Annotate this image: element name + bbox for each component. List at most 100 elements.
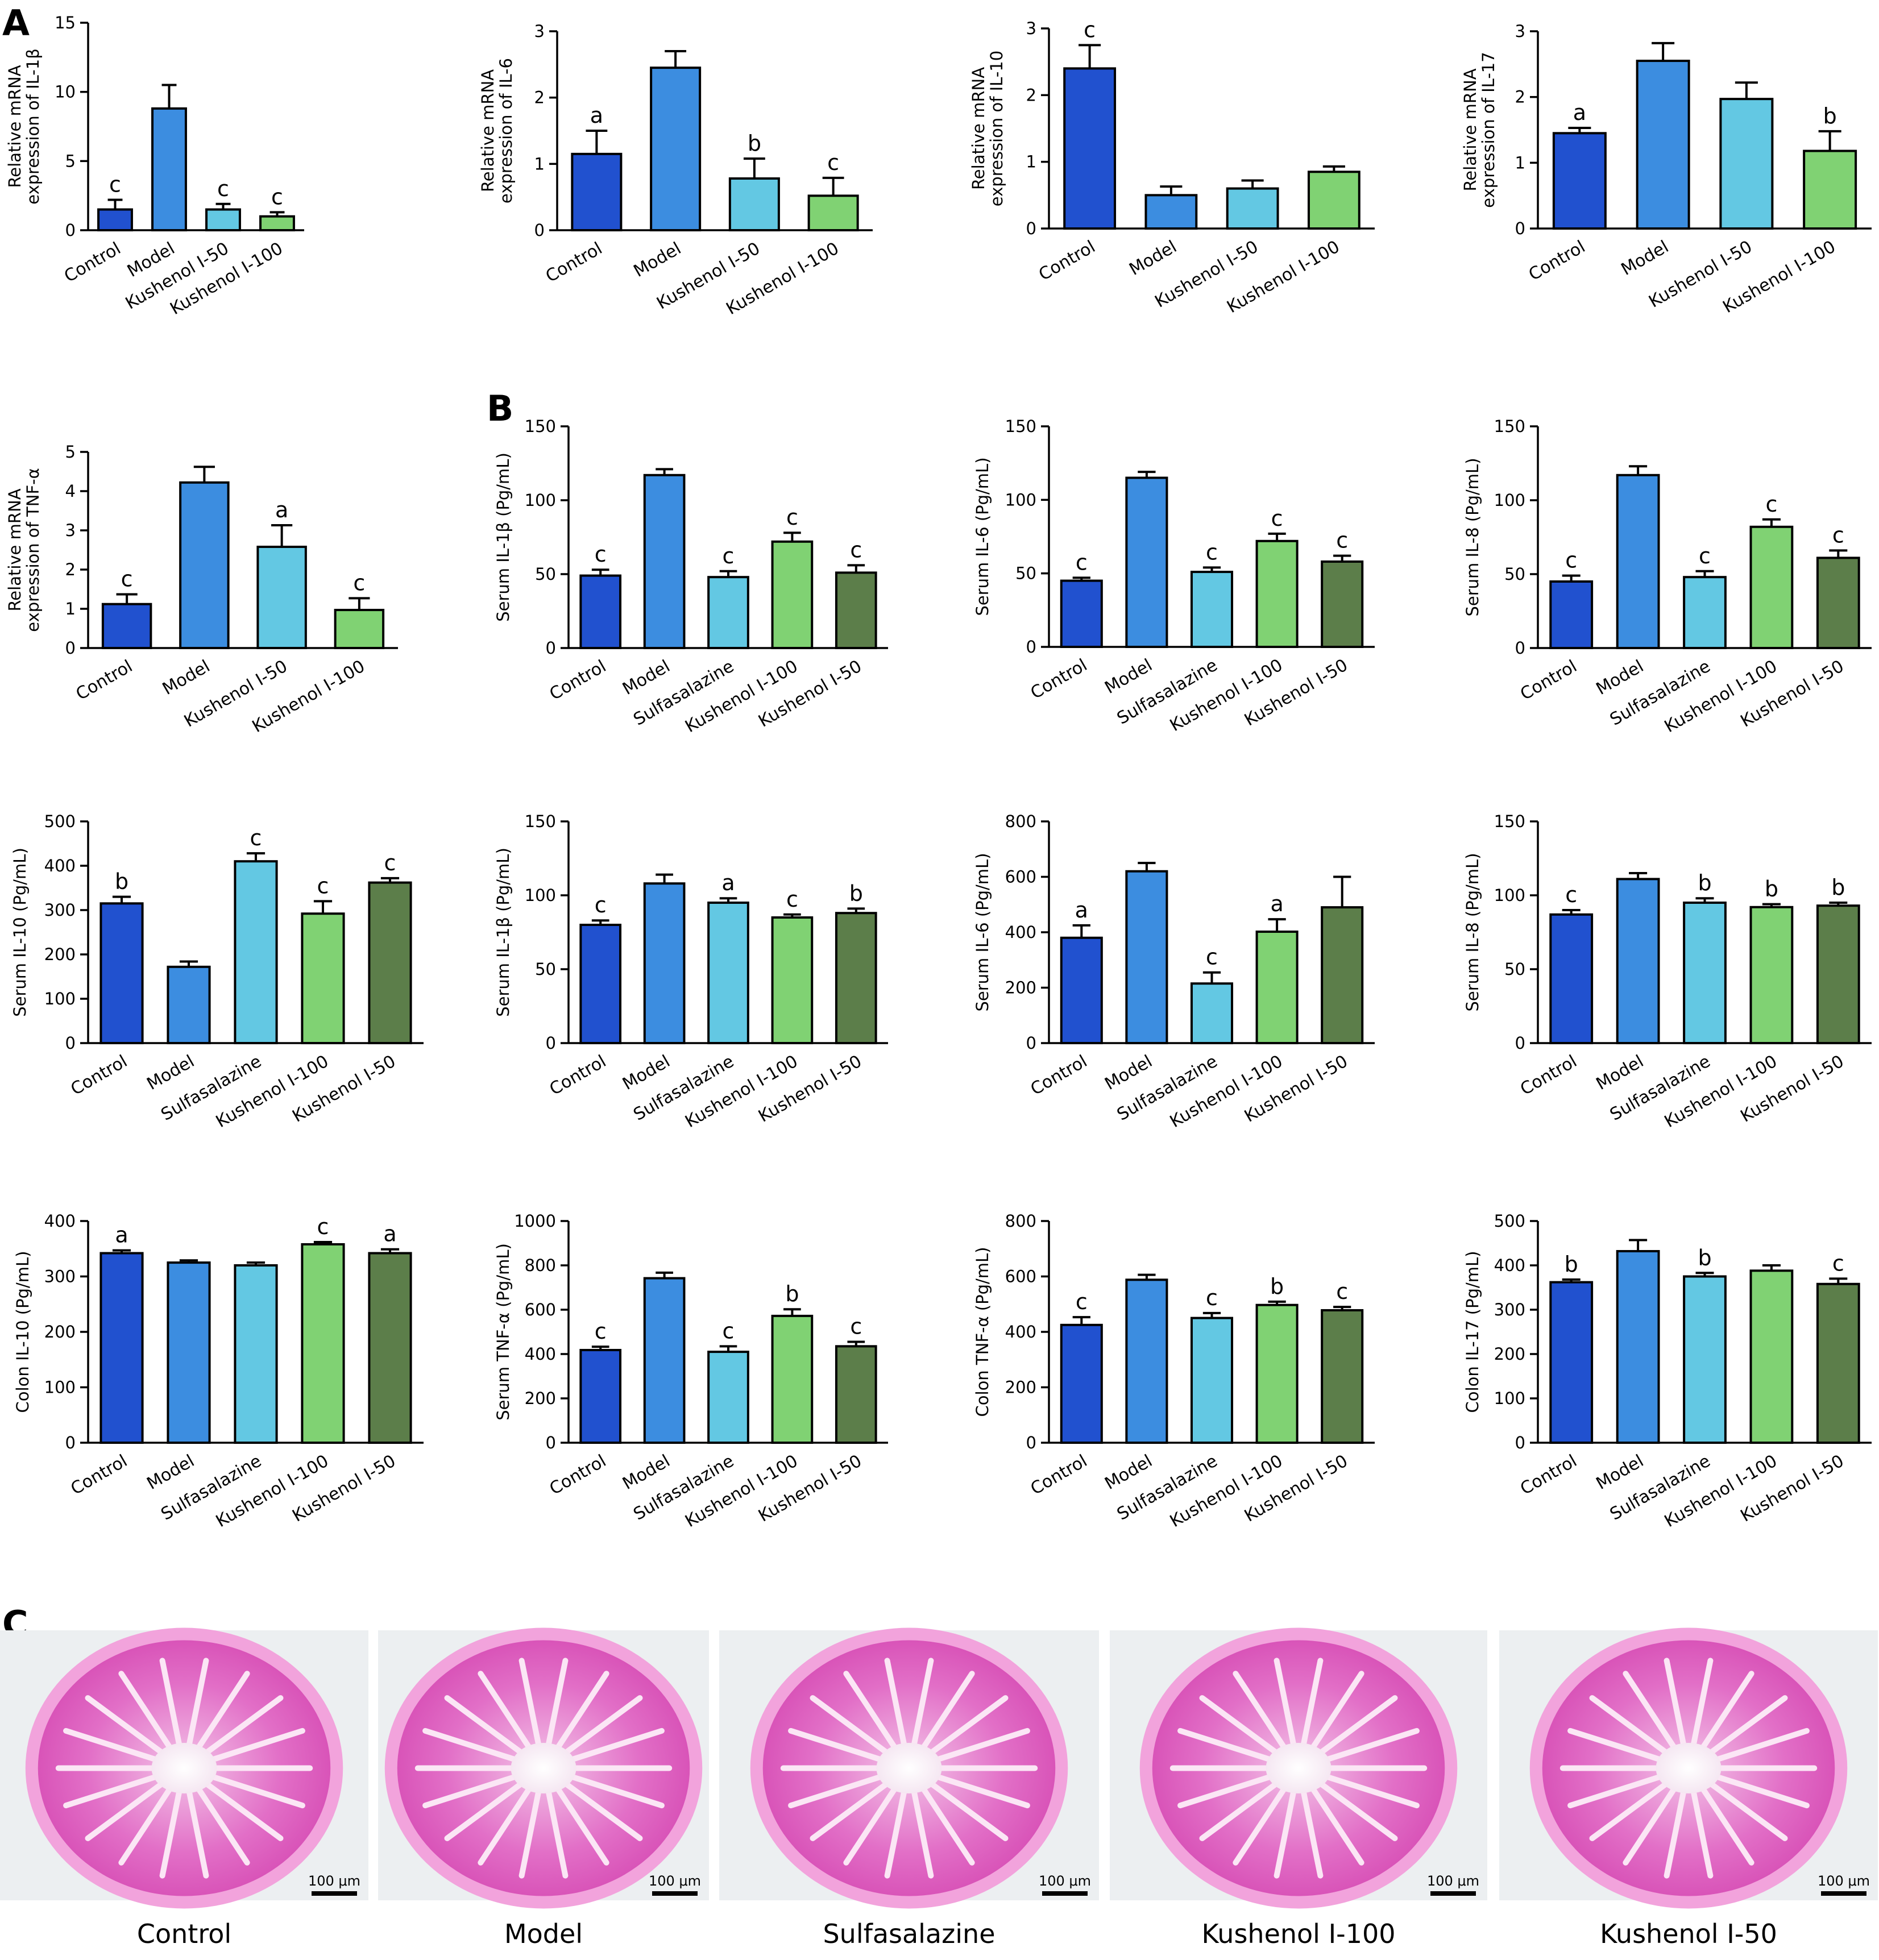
crypt-fold (915, 1671, 975, 1759)
crypt-fold (1698, 1774, 1788, 1841)
crypt-fold (184, 1658, 209, 1758)
significance-label: c (827, 150, 839, 175)
crypt-fold (63, 1770, 171, 1809)
bar-control (579, 574, 622, 649)
y-tick-label: 300 (44, 1267, 76, 1286)
significance-label: c (1206, 539, 1218, 564)
significance-label: c (1336, 1279, 1348, 1304)
y-tick-label: 0 (1026, 1033, 1036, 1053)
bar-kushenol-i-50 (1816, 557, 1860, 650)
y-tick-label: 100 (1494, 1389, 1525, 1408)
crypt-fold (788, 1770, 896, 1809)
crypt-fold (1689, 1779, 1714, 1879)
micrograph-label: Sulfasalazine (823, 1919, 995, 1949)
scale-bar (1430, 1891, 1476, 1896)
y-tick-label: 0 (1515, 1433, 1525, 1452)
category-label: Model (1593, 657, 1648, 699)
bar-kushenol-i-50 (368, 1252, 412, 1444)
bar-kushenol-i-50 (835, 912, 877, 1044)
category-label: Model (143, 1451, 198, 1494)
y-tick-label: 150 (525, 417, 556, 436)
category-label: Model (631, 239, 685, 281)
y-tick-label: 1 (534, 154, 545, 173)
crypt-fold (810, 1774, 899, 1841)
significance-label: b (1698, 1245, 1711, 1270)
significance-label: b (1270, 1274, 1284, 1299)
crypt-fold (519, 1658, 544, 1758)
y-tick-label: 200 (525, 1389, 556, 1408)
significance-label: a (721, 870, 735, 895)
significance-label: c (723, 1318, 735, 1343)
y-tick-label: 50 (1504, 564, 1525, 584)
crypt-fold (194, 1695, 284, 1763)
y-tick-label: 0 (1515, 1033, 1525, 1053)
significance-label: c (1832, 1251, 1844, 1276)
bar-sulfasalazine (1190, 571, 1234, 649)
bar-sulfasalazine (1683, 902, 1727, 1044)
crypt-fold (843, 1777, 903, 1866)
y-tick-label: 2 (534, 88, 545, 107)
category-label: Model (143, 1052, 198, 1094)
bar-sulfasalazine (1190, 982, 1234, 1044)
y-tick-label: 50 (535, 960, 556, 979)
crypt-fold (1702, 1770, 1810, 1809)
significance-label: b (849, 881, 863, 906)
category-label: Control (546, 1052, 609, 1100)
significance-label: c (595, 1319, 607, 1344)
y-tick-label: 500 (44, 812, 76, 831)
bar-kushenol-i-50 (368, 881, 412, 1044)
crypt-fold (444, 1774, 534, 1841)
category-label: Kushenol I-100 (682, 657, 801, 737)
crypt-fold (919, 1774, 1009, 1841)
lumen (511, 1743, 576, 1793)
significance-label: c (595, 542, 607, 567)
y-tick-label: 800 (1005, 812, 1036, 831)
bar-kushenol-i-100 (1749, 906, 1794, 1045)
bar-model (1636, 60, 1690, 230)
micrograph-kushenol-i-100: 100 μm Kushenol I-100 (1110, 1627, 1487, 1949)
bar-control (99, 1252, 144, 1444)
y-tick-label: 0 (1515, 638, 1525, 658)
crypt-fold (1199, 1774, 1289, 1841)
crypt-fold (1698, 1695, 1788, 1763)
significance-label: b (1765, 877, 1778, 902)
y-tick-label: 400 (44, 1211, 76, 1231)
y-tick-label: 0 (65, 221, 76, 240)
significance-label: c (109, 172, 121, 197)
crypt-fold (1623, 1777, 1683, 1866)
crypt-fold (884, 1658, 909, 1758)
y-tick-label: 1 (1515, 153, 1525, 172)
bar-kushenol-i-50 (835, 571, 877, 650)
crypt-fold (557, 1770, 665, 1809)
significance-label: c (595, 892, 607, 917)
bar-control (1549, 1281, 1594, 1444)
y-tick-label: 1 (65, 599, 76, 618)
chart-serum-il8-2: 0 50 100 150 Serum IL-8 (Pg/mL) c Control Model… (1463, 812, 1872, 1132)
bar-control (1060, 1323, 1103, 1444)
y-tick-label: 3 (65, 521, 76, 540)
crypt-fold (1664, 1658, 1689, 1758)
bar-kushenol-i-100 (807, 194, 859, 232)
y-tick-label: 5 (65, 151, 76, 171)
chart-tnfa-mrna: 0 1 2 3 4 5 Relative mRNAexpression of TNF-α c C… (5, 442, 398, 737)
category-label: Kushenol I-100 (1661, 657, 1781, 737)
y-tick-label: 0 (546, 638, 556, 658)
bar-model (643, 1277, 686, 1444)
micrograph-model: 100 μm Model (378, 1627, 709, 1949)
crypt-fold (197, 1770, 305, 1809)
category-label: Kushenol I-100 (682, 1451, 801, 1532)
crypt-fold (553, 1695, 643, 1763)
bar-model (179, 481, 230, 649)
crypt-fold (1567, 1728, 1675, 1767)
crypt-fold (1664, 1779, 1689, 1879)
bar-kushenol-i-100 (301, 912, 345, 1044)
y-axis-label: Serum IL-10 (Pg/mL) (10, 848, 30, 1017)
micrograph-control: 100 μm Control (0, 1627, 368, 1949)
y-tick-label: 0 (1026, 637, 1036, 657)
significance-label: b (1823, 103, 1837, 128)
bar-control (579, 1348, 622, 1444)
chart-serum-il8-1: 0 50 100 150 Serum IL-8 (Pg/mL) c Control Model… (1463, 417, 1872, 737)
y-tick-label: 200 (1005, 1378, 1036, 1397)
